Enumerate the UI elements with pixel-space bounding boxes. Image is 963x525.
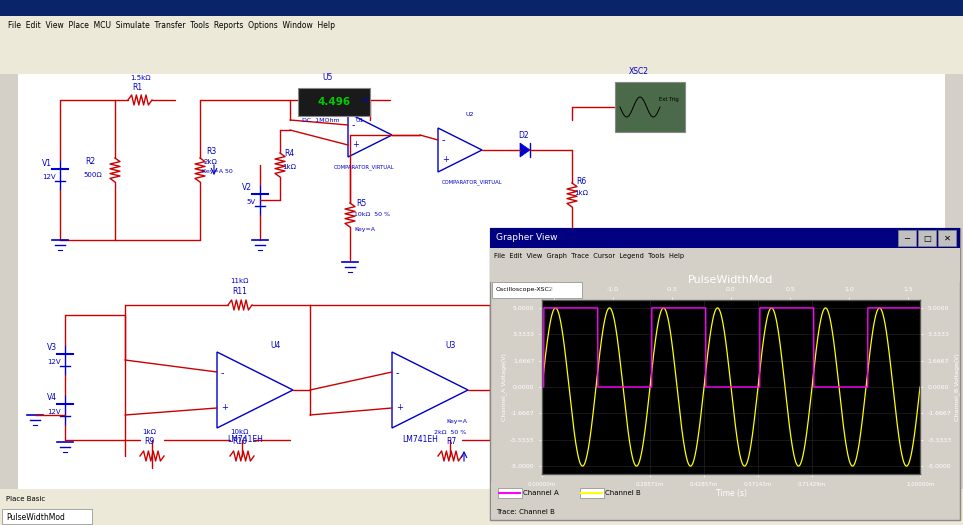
Text: -: - bbox=[352, 120, 355, 130]
Text: 2kΩ: 2kΩ bbox=[204, 159, 218, 165]
Text: Channel B: Channel B bbox=[605, 490, 640, 496]
Text: ─: ─ bbox=[904, 234, 909, 243]
Bar bbox=[0, 54, 963, 74]
Bar bbox=[2, 509, 92, 524]
Text: LM741EH: LM741EH bbox=[402, 436, 438, 445]
Text: R4: R4 bbox=[284, 149, 295, 158]
Text: +: + bbox=[221, 403, 228, 412]
Text: U5: U5 bbox=[322, 74, 332, 82]
Text: Place Basic: Place Basic bbox=[6, 496, 45, 502]
Text: V3: V3 bbox=[47, 343, 57, 352]
Text: 1kΩ: 1kΩ bbox=[574, 190, 588, 196]
Text: Key=A: Key=A bbox=[446, 419, 467, 425]
Bar bbox=[0, 509, 963, 525]
Text: Channel A: Channel A bbox=[523, 490, 559, 496]
Bar bbox=[918, 230, 936, 246]
Text: Key=A: Key=A bbox=[354, 226, 375, 232]
Bar bbox=[492, 282, 582, 298]
Text: R1: R1 bbox=[132, 83, 143, 92]
Text: Trace: Channel B: Trace: Channel B bbox=[496, 509, 555, 515]
Text: 12V: 12V bbox=[42, 174, 56, 180]
Title: PulseWidthMod: PulseWidthMod bbox=[689, 275, 773, 285]
Text: □: □ bbox=[924, 234, 931, 243]
Text: File  Edit  View  Graph  Trace  Cursor  Legend  Tools  Help: File Edit View Graph Trace Cursor Legend… bbox=[494, 253, 684, 259]
Bar bbox=[580, 488, 604, 498]
Y-axis label: Channel_B Voltage(V): Channel_B Voltage(V) bbox=[954, 353, 960, 421]
Text: 10kΩ: 10kΩ bbox=[230, 429, 248, 435]
Bar bbox=[0, 489, 963, 509]
Text: COMPARATOR_VIRTUAL: COMPARATOR_VIRTUAL bbox=[334, 164, 395, 170]
Bar bbox=[0, 0, 963, 16]
Bar bbox=[490, 228, 960, 248]
Text: U3: U3 bbox=[445, 341, 455, 350]
Text: 500Ω: 500Ω bbox=[83, 172, 102, 178]
Bar bbox=[0, 74, 18, 509]
Text: U2: U2 bbox=[465, 112, 474, 118]
Bar bbox=[491, 482, 959, 504]
Text: V1: V1 bbox=[42, 159, 52, 167]
Bar bbox=[938, 230, 956, 246]
Text: 12V: 12V bbox=[47, 409, 61, 415]
Text: Grapher View: Grapher View bbox=[496, 234, 558, 243]
Text: 11kΩ: 11kΩ bbox=[230, 278, 248, 284]
Text: PulseWidthMod: PulseWidthMod bbox=[6, 512, 65, 521]
Text: R9: R9 bbox=[144, 437, 154, 446]
Text: 4.496: 4.496 bbox=[318, 97, 351, 107]
Text: DC  1MOhm: DC 1MOhm bbox=[302, 118, 340, 122]
Text: 1kΩ: 1kΩ bbox=[282, 164, 296, 170]
Text: +: + bbox=[396, 403, 403, 412]
Text: 10kΩ  50 %: 10kΩ 50 % bbox=[354, 213, 390, 217]
Text: -: - bbox=[396, 368, 400, 378]
Bar bbox=[945, 74, 963, 509]
Bar bbox=[298, 88, 370, 116]
Text: COMPARATOR_VIRTUAL: COMPARATOR_VIRTUAL bbox=[442, 179, 503, 185]
Text: D2: D2 bbox=[518, 131, 529, 141]
Text: File  Edit  View  Place  MCU  Simulate  Transfer  Tools  Reports  Options  Windo: File Edit View Place MCU Simulate Transf… bbox=[8, 20, 335, 29]
Text: V4: V4 bbox=[47, 394, 57, 403]
Text: XSC2: XSC2 bbox=[629, 68, 649, 77]
Text: 2kΩ  50 %: 2kΩ 50 % bbox=[434, 429, 466, 435]
Bar bbox=[490, 264, 960, 282]
Text: Ext Trig: Ext Trig bbox=[659, 98, 679, 102]
Text: U4: U4 bbox=[270, 341, 280, 350]
Text: R3: R3 bbox=[206, 148, 217, 156]
Text: V2: V2 bbox=[242, 184, 252, 193]
Y-axis label: Channel_A Voltage(V): Channel_A Voltage(V) bbox=[502, 353, 508, 421]
Text: 12V: 12V bbox=[47, 359, 61, 365]
Text: R11: R11 bbox=[232, 287, 247, 296]
Text: -: - bbox=[442, 135, 446, 145]
Text: +: + bbox=[352, 140, 359, 150]
Text: +: + bbox=[442, 155, 449, 164]
Bar bbox=[0, 34, 963, 54]
Text: R7: R7 bbox=[446, 437, 456, 446]
Bar bbox=[490, 248, 960, 264]
Bar bbox=[898, 230, 916, 246]
Bar bbox=[491, 504, 959, 519]
Bar bbox=[490, 228, 960, 520]
Text: Oscilloscope-XSC2: Oscilloscope-XSC2 bbox=[496, 288, 554, 292]
Bar bbox=[0, 16, 963, 34]
Text: R6: R6 bbox=[576, 176, 586, 185]
Text: 1.5kΩ: 1.5kΩ bbox=[130, 75, 150, 81]
Text: ✕: ✕ bbox=[944, 234, 950, 243]
Polygon shape bbox=[520, 143, 530, 157]
Text: Key=A 50: Key=A 50 bbox=[202, 170, 233, 174]
Text: LM741EH: LM741EH bbox=[227, 436, 263, 445]
Text: R2: R2 bbox=[85, 158, 95, 166]
Bar bbox=[615, 82, 685, 132]
Text: R10: R10 bbox=[232, 437, 247, 446]
Bar bbox=[18, 74, 945, 489]
Text: U1: U1 bbox=[362, 98, 371, 102]
X-axis label: Time (s): Time (s) bbox=[716, 489, 746, 498]
Text: -: - bbox=[221, 368, 224, 378]
Text: 1kΩ: 1kΩ bbox=[142, 429, 156, 435]
Text: U1: U1 bbox=[356, 118, 364, 122]
Text: R5: R5 bbox=[356, 198, 366, 207]
Bar bbox=[498, 488, 522, 498]
Text: 5V: 5V bbox=[246, 199, 255, 205]
